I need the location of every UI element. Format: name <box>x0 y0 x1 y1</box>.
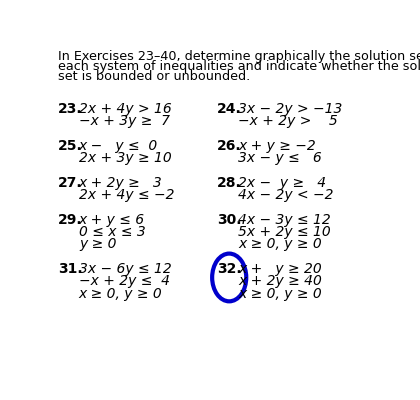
Text: x ≥ 0, y ≥ 0: x ≥ 0, y ≥ 0 <box>239 238 322 252</box>
Text: 2x + 4y > 16: 2x + 4y > 16 <box>79 102 172 116</box>
Text: each system of inequalities and indicate whether the solution: each system of inequalities and indicate… <box>58 60 420 73</box>
Text: −x + 2y ≤  4: −x + 2y ≤ 4 <box>79 274 170 288</box>
Text: 3x − 6y ≤ 12: 3x − 6y ≤ 12 <box>79 262 172 276</box>
Text: 25.: 25. <box>58 139 83 153</box>
Text: x −   y ≤  0: x − y ≤ 0 <box>79 139 158 153</box>
Text: x + y ≥ −2: x + y ≥ −2 <box>239 139 316 153</box>
Text: 28.: 28. <box>217 176 241 190</box>
Text: In Exercises 23–40, determine graphically the solution set for: In Exercises 23–40, determine graphicall… <box>58 50 420 63</box>
Text: 32.: 32. <box>217 262 241 276</box>
Text: 3x − 2y > −13: 3x − 2y > −13 <box>239 102 343 116</box>
Text: 23.: 23. <box>58 102 83 116</box>
Text: x ≥ 0, y ≥ 0: x ≥ 0, y ≥ 0 <box>79 287 163 301</box>
Text: 31.: 31. <box>58 262 83 276</box>
Text: x + 2y ≥ 40: x + 2y ≥ 40 <box>239 274 323 288</box>
Text: y ≥ 0: y ≥ 0 <box>79 238 116 252</box>
Text: set is bounded or unbounded.: set is bounded or unbounded. <box>58 70 250 83</box>
Text: x + y ≤ 6: x + y ≤ 6 <box>79 213 145 227</box>
Text: x ≥ 0, y ≥ 0: x ≥ 0, y ≥ 0 <box>239 287 322 301</box>
Text: 26.: 26. <box>217 139 241 153</box>
Text: −x + 2y >    5: −x + 2y > 5 <box>239 114 338 128</box>
Text: x + 2y ≥   3: x + 2y ≥ 3 <box>79 176 163 190</box>
Text: 29.: 29. <box>58 213 83 227</box>
Text: 2x + 4y ≤ −2: 2x + 4y ≤ −2 <box>79 188 174 202</box>
Text: 2x −  y ≥   4: 2x − y ≥ 4 <box>239 176 327 190</box>
Text: x +   y ≥ 20: x + y ≥ 20 <box>239 262 322 276</box>
Text: 30.: 30. <box>217 213 241 227</box>
Text: 0 ≤ x ≤ 3: 0 ≤ x ≤ 3 <box>79 225 146 239</box>
Text: 5x + 2y ≤ 10: 5x + 2y ≤ 10 <box>239 225 331 239</box>
Text: 4x − 3y ≤ 12: 4x − 3y ≤ 12 <box>239 213 331 227</box>
Text: 2x + 3y ≥ 10: 2x + 3y ≥ 10 <box>79 151 172 165</box>
Text: 4x − 2y < −2: 4x − 2y < −2 <box>239 188 334 202</box>
Text: 27.: 27. <box>58 176 83 190</box>
Text: 3x − y ≤   6: 3x − y ≤ 6 <box>239 151 322 165</box>
Text: 24.: 24. <box>217 102 241 116</box>
Text: −x + 3y ≥  7: −x + 3y ≥ 7 <box>79 114 170 128</box>
